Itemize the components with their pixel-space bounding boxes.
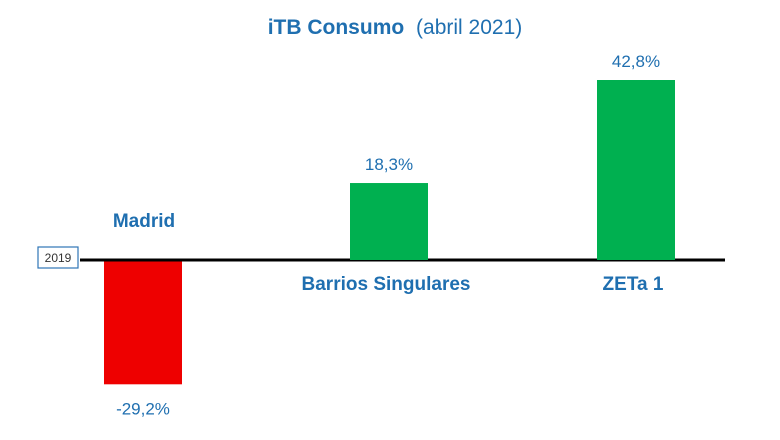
bar-2 bbox=[597, 80, 675, 260]
category-label-2: ZETa 1 bbox=[603, 274, 664, 295]
chart-title-period: (abril 2021) bbox=[416, 16, 522, 39]
baseline-label: 2019 bbox=[45, 251, 72, 265]
category-label-0: Madrid bbox=[113, 211, 175, 232]
value-label-2: 42,8% bbox=[612, 52, 660, 71]
value-label-0: -29,2% bbox=[116, 399, 170, 418]
value-label-1: 18,3% bbox=[365, 155, 413, 174]
bars-layer: -29,2% Madrid 18,3% Barrios Singulares 42,8%… bbox=[104, 52, 675, 418]
category-label-1: Barrios Singulares bbox=[302, 274, 471, 295]
bar-1 bbox=[350, 183, 428, 260]
chart-title: iTB Consumo (abril 2021) bbox=[268, 16, 523, 39]
baseline-label-box bbox=[37, 246, 79, 269]
bar-0 bbox=[104, 261, 182, 385]
chart-title-main: iTB Consumo bbox=[268, 16, 405, 39]
